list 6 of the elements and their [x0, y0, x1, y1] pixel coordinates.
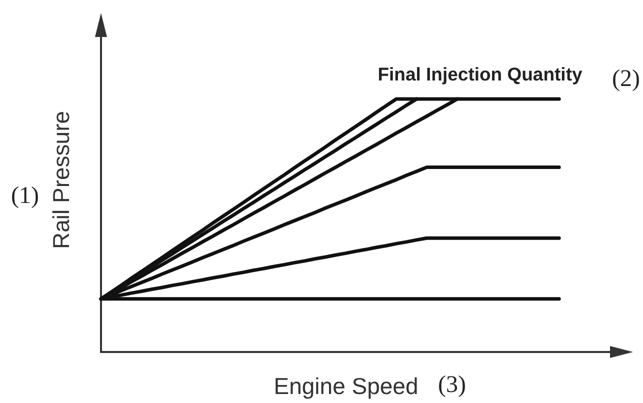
y-axis-title: Rail Pressure — [48, 110, 74, 250]
x-axis-title: Engine Speed — [274, 373, 418, 399]
text: (3) — [438, 372, 466, 398]
text: (2) — [612, 66, 640, 92]
text: Final Injection Quantity — [378, 64, 583, 84]
text: (1) — [11, 183, 39, 209]
